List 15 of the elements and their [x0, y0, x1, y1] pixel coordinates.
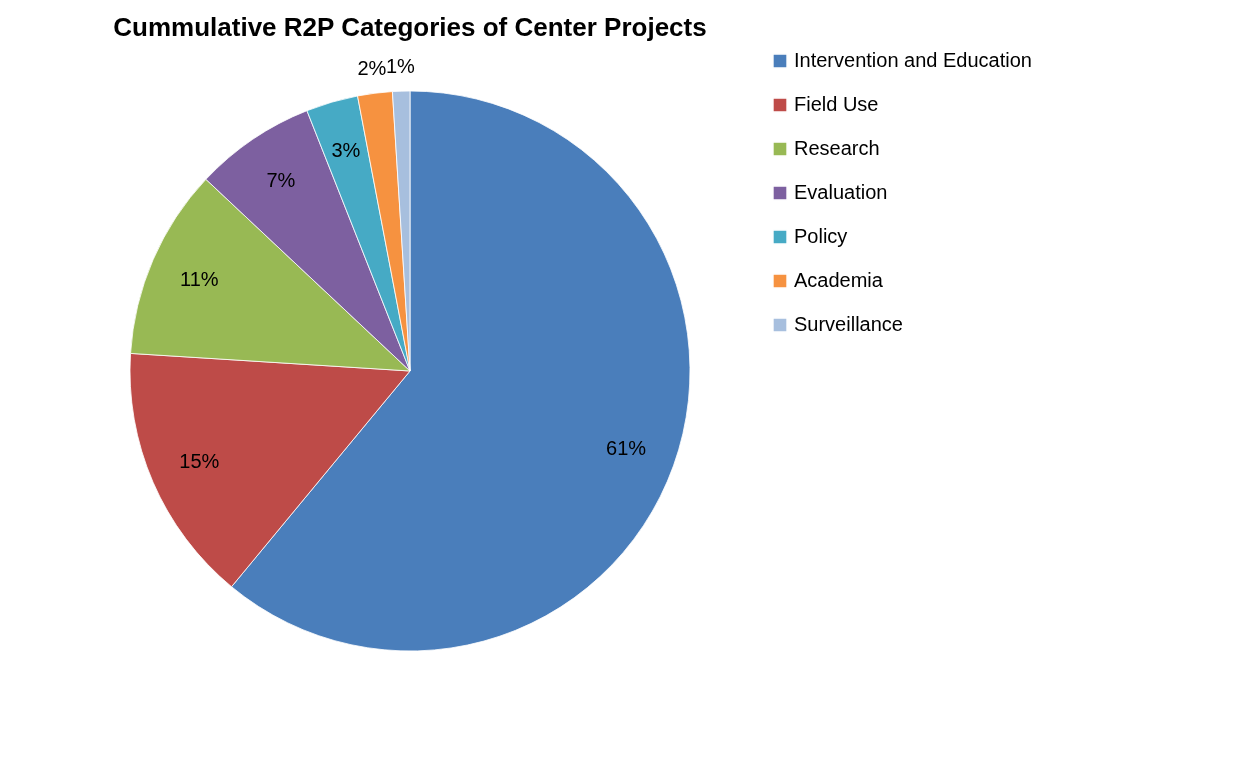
data-label: 11% [180, 267, 219, 290]
data-label: 15% [179, 450, 220, 473]
legend-label: Field Use [794, 93, 879, 115]
legend-label: Intervention and Education [794, 49, 1032, 71]
data-label: 61% [606, 436, 647, 459]
data-label: 1% [386, 55, 416, 78]
legend-label: Research [794, 137, 880, 159]
legend-label: Surveillance [794, 313, 903, 335]
chart-title: Cummulative R2P Categories of Center Projects [113, 12, 707, 42]
legend-label: Policy [794, 225, 848, 247]
data-label: 3% [331, 138, 361, 161]
data-label: 2% [357, 57, 387, 80]
legend-label: Evaluation [794, 181, 888, 203]
data-label: 7% [266, 169, 296, 192]
legend-label: Academia [794, 269, 884, 291]
